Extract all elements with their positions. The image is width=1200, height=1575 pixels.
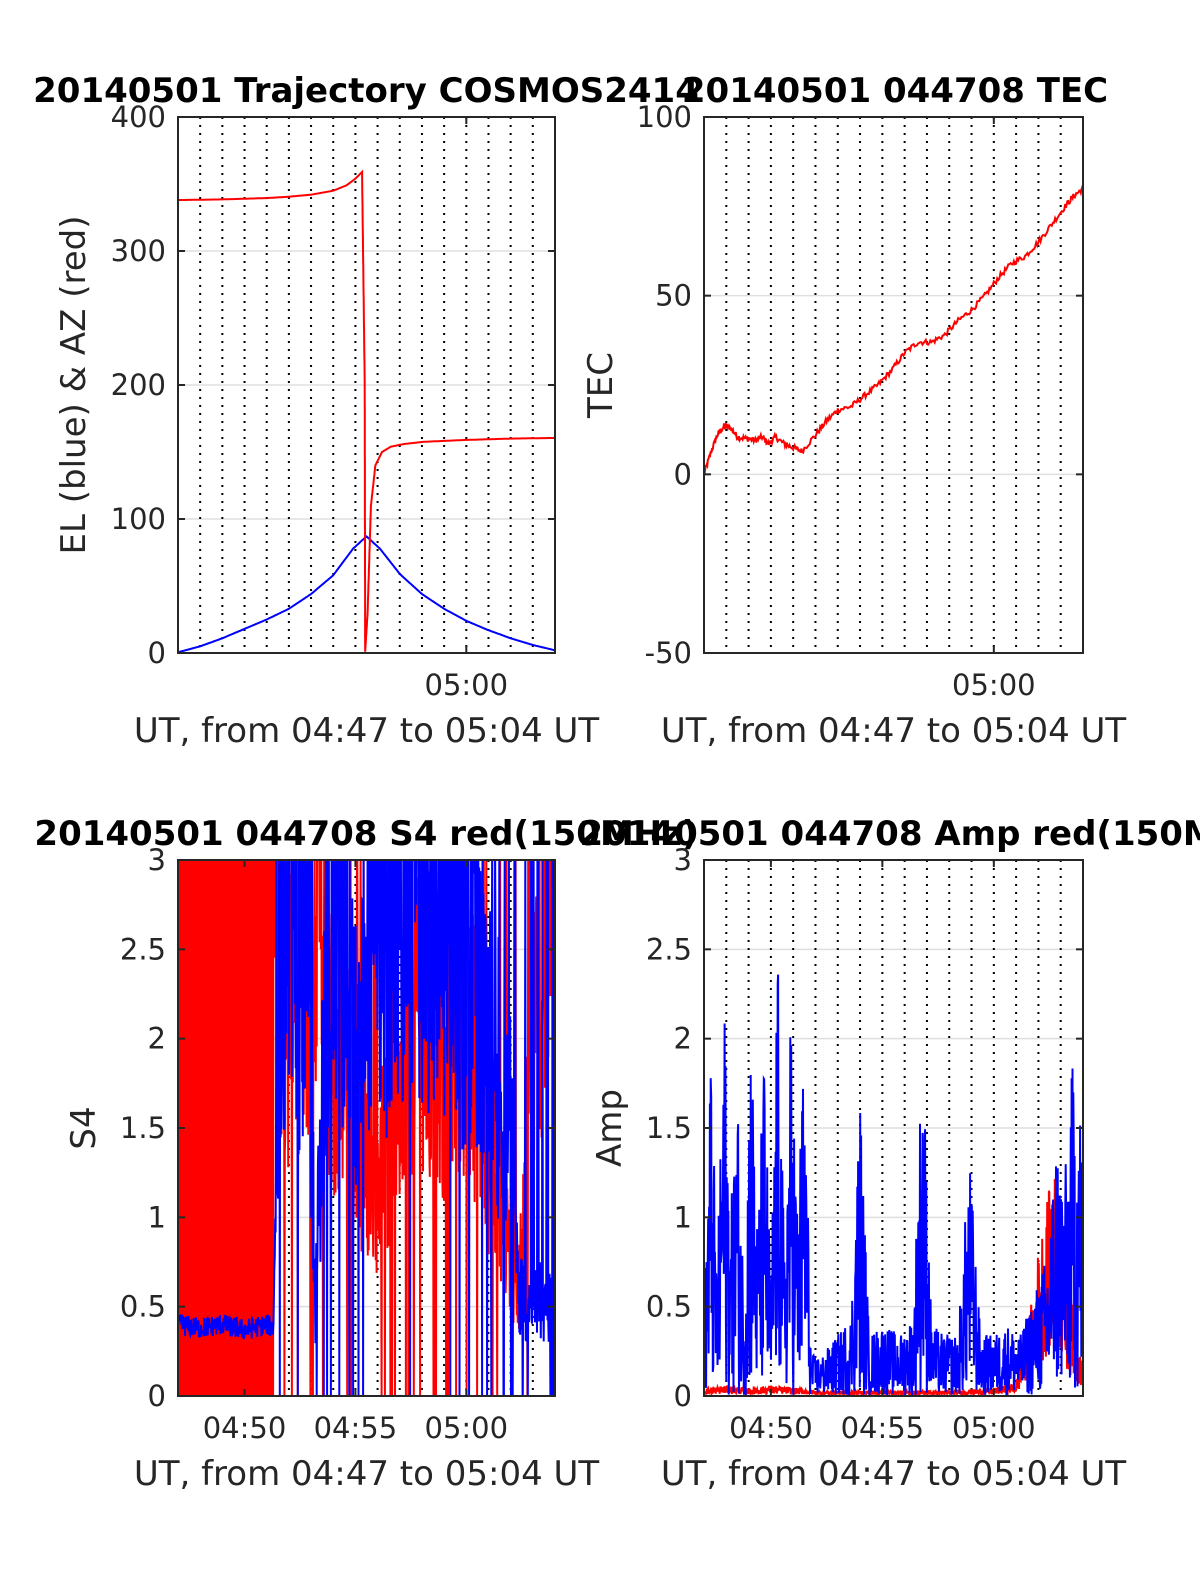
y-tick-label: 1.5 bbox=[120, 1111, 166, 1145]
chart-title: 20140501 044708 S4 red(150MHz) bbox=[34, 814, 697, 854]
y-tick-label: 100 bbox=[637, 100, 692, 134]
x-tick-label: 05:00 bbox=[952, 1411, 1036, 1445]
chart-title: 20140501 044708 Amp red(150MHz) bbox=[579, 814, 1200, 854]
x-tick-label: 04:55 bbox=[841, 1411, 925, 1445]
y-tick-label: 0 bbox=[674, 1379, 692, 1413]
panel-trajectory: 0 100 200 300 400 05:00 UT, from 04:47 to 05:0… bbox=[33, 71, 699, 751]
y-tick-label: 1 bbox=[148, 1200, 166, 1234]
x-tick-label: 05:00 bbox=[425, 1411, 509, 1445]
y-tick-label: 2.5 bbox=[120, 932, 166, 966]
y-tick-label: 300 bbox=[111, 234, 166, 268]
x-axis-label: UT, from 04:47 to 05:04 UT bbox=[661, 711, 1127, 751]
series-400mhz bbox=[178, 860, 555, 1396]
series-az bbox=[178, 169, 555, 652]
x-tick-label: 04:50 bbox=[203, 1411, 287, 1445]
plot-area bbox=[704, 184, 1083, 476]
y-tick-label: -50 bbox=[645, 636, 692, 670]
axes-frame bbox=[703, 116, 1084, 654]
y-tick-label: 1.5 bbox=[646, 1111, 692, 1145]
y-tick-label: 50 bbox=[655, 279, 692, 313]
panel-tec: -50 0 50 100 05:00 UT, from 04:47 to 05:04 UT… bbox=[581, 71, 1126, 751]
panel-amp: 0 0.5 1 1.5 2 2.5 3 04:50 04:55 05:00 UT, from 04:… bbox=[579, 814, 1200, 1494]
y-axis-label: S4 bbox=[64, 1106, 104, 1149]
chart-title: 20140501 Trajectory COSMOS2414 bbox=[33, 71, 699, 111]
x-tick-label: 05:00 bbox=[425, 668, 509, 702]
x-tick-label: 05:00 bbox=[952, 668, 1036, 702]
y-tick-label: 0.5 bbox=[646, 1290, 692, 1324]
series-el bbox=[178, 535, 555, 653]
plot-area bbox=[178, 169, 555, 653]
panel-s4: 0 0.5 1 1.5 2 2.5 3 04:50 04:55 05:00 UT, from 04:… bbox=[34, 814, 697, 1494]
y-tick-label: 0 bbox=[148, 1379, 166, 1413]
y-tick-label: 2.5 bbox=[646, 932, 692, 966]
chart-title: 20140501 044708 TEC bbox=[682, 71, 1108, 111]
y-tick-label: 3 bbox=[674, 843, 692, 877]
y-tick-label: 0 bbox=[674, 457, 692, 491]
series-tec bbox=[704, 184, 1083, 476]
y-tick-label: 200 bbox=[111, 368, 166, 402]
plot-area bbox=[178, 860, 555, 1396]
y-tick-label: 2 bbox=[148, 1022, 166, 1056]
x-tick-label: 04:55 bbox=[314, 1411, 398, 1445]
x-axis-label: UT, from 04:47 to 05:04 UT bbox=[661, 1454, 1127, 1494]
x-axis-label: UT, from 04:47 to 05:04 UT bbox=[134, 1454, 600, 1494]
y-tick-label: 400 bbox=[111, 100, 166, 134]
y-axis-label: EL (blue) & AZ (red) bbox=[54, 215, 94, 554]
y-axis-label: TEC bbox=[581, 352, 621, 419]
y-tick-label: 100 bbox=[111, 502, 166, 536]
y-axis-label: Amp bbox=[590, 1089, 630, 1167]
y-tick-label: 0 bbox=[148, 636, 166, 670]
y-tick-label: 2 bbox=[674, 1022, 692, 1056]
y-tick-label: 0.5 bbox=[120, 1290, 166, 1324]
x-axis-label: UT, from 04:47 to 05:04 UT bbox=[134, 711, 600, 751]
y-tick-label: 3 bbox=[148, 843, 166, 877]
plot-area bbox=[704, 974, 1083, 1396]
y-tick-label: 1 bbox=[674, 1200, 692, 1234]
series-400mhz bbox=[704, 974, 1083, 1396]
x-tick-label: 04:50 bbox=[729, 1411, 813, 1445]
